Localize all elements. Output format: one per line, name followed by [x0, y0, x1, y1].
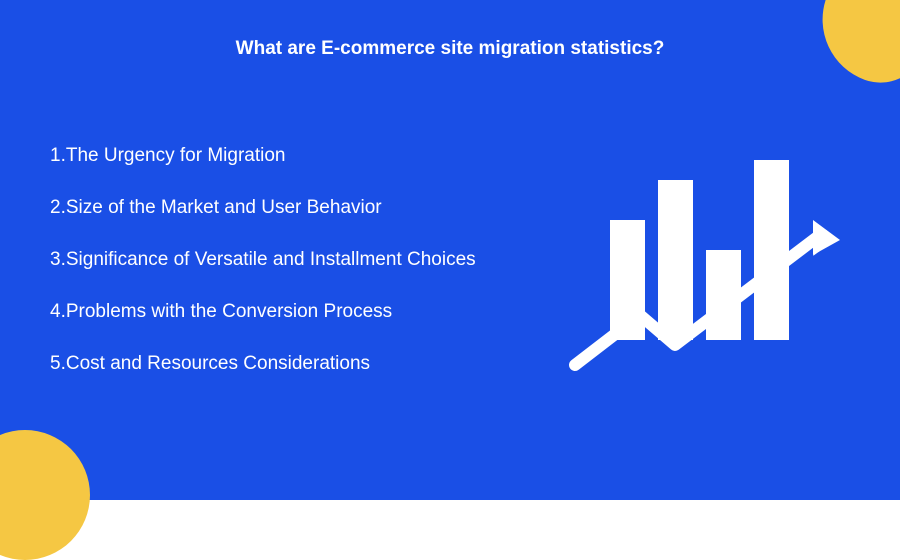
- list-item: 5. Cost and Resources Considerations: [50, 353, 476, 375]
- bar-chart-growth-icon: [565, 140, 845, 390]
- list-item: 3. Significance of Versatile and Install…: [50, 249, 476, 271]
- decorative-blob-bottom: [0, 430, 90, 560]
- list-item: 4. Problems with the Conversion Process: [50, 301, 476, 323]
- statistics-list: 1. The Urgency for Migration 2. Size of …: [50, 145, 476, 375]
- infographic-canvas: What are E-commerce site migration stati…: [0, 0, 900, 500]
- list-number: 2.: [50, 197, 66, 219]
- list-item: 1. The Urgency for Migration: [50, 145, 476, 167]
- list-text: Problems with the Conversion Process: [66, 301, 392, 323]
- list-number: 4.: [50, 301, 66, 323]
- list-text: Significance of Versatile and Installmen…: [66, 249, 476, 271]
- list-number: 1.: [50, 145, 66, 167]
- page-title: What are E-commerce site migration stati…: [0, 38, 900, 60]
- list-text: Cost and Resources Considerations: [66, 353, 370, 375]
- list-text: Size of the Market and User Behavior: [66, 197, 382, 219]
- list-item: 2. Size of the Market and User Behavior: [50, 197, 476, 219]
- list-text: The Urgency for Migration: [66, 145, 286, 167]
- list-number: 5.: [50, 353, 66, 375]
- list-number: 3.: [50, 249, 66, 271]
